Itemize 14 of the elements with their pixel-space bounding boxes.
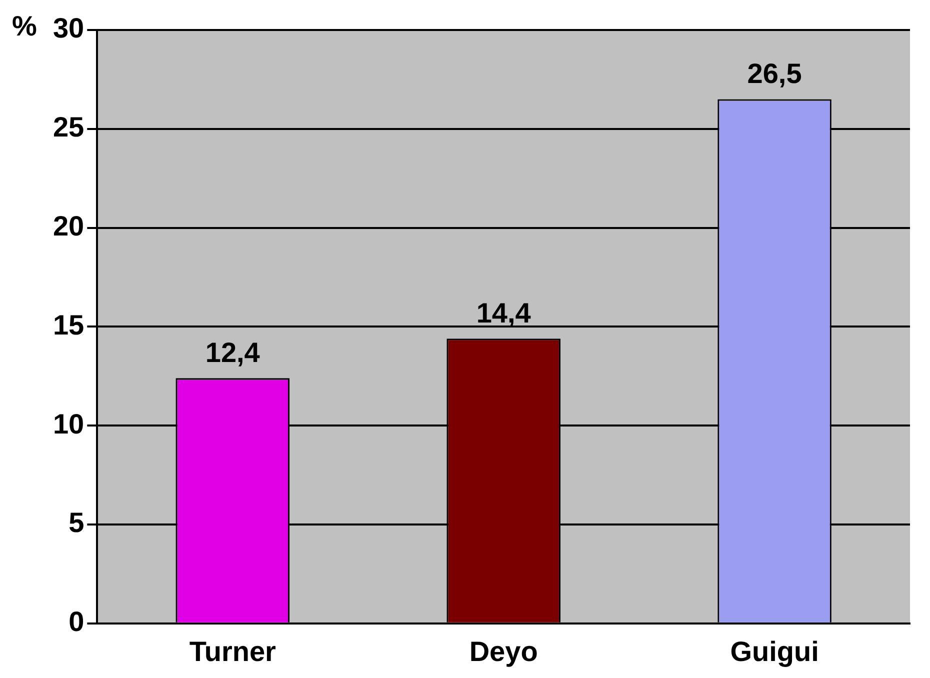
y-axis-title: % — [12, 10, 37, 42]
data-label: 26,5 — [747, 58, 802, 89]
y-tick-label: 15 — [52, 309, 84, 340]
data-label: 12,4 — [205, 336, 260, 368]
x-tick-label: Turner — [189, 636, 276, 667]
y-tick-label: 30 — [52, 12, 84, 44]
y-tick-label: 5 — [68, 507, 84, 538]
x-tick-label: Guigui — [730, 636, 819, 667]
y-tick-label: 20 — [52, 210, 84, 242]
data-label: 14,4 — [476, 297, 532, 328]
x-tick-label: Deyo — [469, 636, 538, 667]
y-tick-label: 0 — [68, 606, 84, 638]
y-tick-label: 10 — [52, 408, 84, 440]
y-tick-label: 25 — [52, 112, 84, 143]
